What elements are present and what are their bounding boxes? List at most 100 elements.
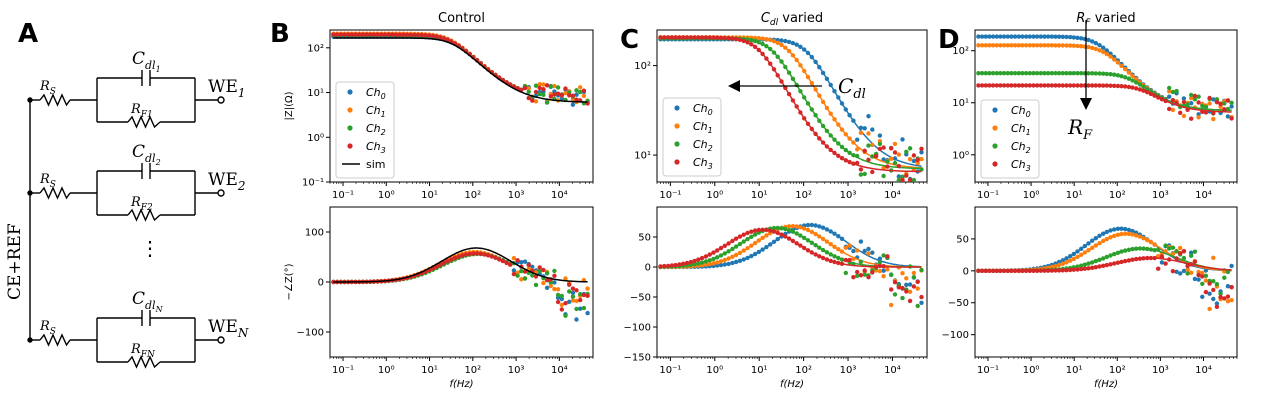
data-point-ch3 — [741, 232, 746, 237]
data-point-ch3 — [836, 260, 841, 266]
data-point-ch3 — [412, 32, 417, 37]
data-point-ch2 — [858, 172, 864, 177]
data-point-ch2 — [1108, 253, 1113, 258]
data-point-ch3 — [775, 230, 780, 236]
data-point-ch1 — [1130, 232, 1135, 237]
data-point-ch1 — [1071, 256, 1077, 262]
data-point-ch3 — [559, 92, 564, 98]
data-point-ch2 — [581, 305, 587, 311]
data-point-ch3 — [855, 269, 860, 275]
data-point-ch1 — [1115, 232, 1121, 237]
data-point-ch0 — [764, 244, 769, 250]
x-tick-label: 10⁴ — [884, 365, 901, 376]
data-point-ch2 — [548, 83, 553, 89]
data-point-ch0 — [544, 285, 550, 290]
charts: 10⁻¹ 10⁰ 10¹ 10² 10³ 10⁴ 10⁻¹ 10⁰ 10¹ 10² Control |… — [284, 11, 1238, 390]
data-point-ch2 — [570, 294, 576, 299]
data-point-ch0 — [1167, 94, 1172, 99]
data-point-ch3 — [530, 98, 535, 103]
data-point-ch2 — [737, 241, 743, 247]
y-tick-label: 10² — [952, 46, 969, 57]
data-point-ch3 — [730, 36, 735, 41]
data-point-ch1 — [839, 249, 845, 254]
data-point-ch1 — [1097, 241, 1102, 246]
data-point-ch3 — [911, 284, 917, 289]
data-point-ch3 — [1023, 83, 1029, 88]
data-point-ch0 — [1229, 104, 1234, 109]
legend-box — [335, 81, 395, 179]
data-point-ch3 — [1134, 86, 1139, 91]
data-point-ch1 — [802, 226, 807, 231]
data-point-ch0 — [877, 256, 883, 261]
data-point-ch3 — [1174, 256, 1179, 261]
data-point-ch0 — [741, 257, 746, 262]
data-point-ch1 — [563, 91, 568, 96]
data-point-ch3 — [364, 32, 369, 37]
data-point-ch3 — [1038, 83, 1044, 88]
data-point-ch3 — [1020, 268, 1025, 273]
x-axis-label: f(Hz) — [449, 379, 473, 390]
data-point-ch2 — [1079, 71, 1084, 76]
data-point-ch3 — [1042, 83, 1047, 88]
data-point-ch2 — [1229, 100, 1234, 106]
data-point-ch2 — [574, 306, 579, 312]
legend-marker-ch1 — [347, 107, 353, 113]
data-point-ch3 — [677, 262, 682, 267]
data-point-ch0 — [1104, 48, 1110, 53]
data-point-ch3 — [1148, 91, 1154, 97]
data-point-ch1 — [1123, 231, 1128, 236]
data-point-ch3 — [1016, 83, 1021, 88]
data-point-ch1 — [798, 225, 803, 230]
data-point-ch3 — [760, 51, 765, 57]
data-point-ch0 — [585, 310, 590, 316]
data-point-ch0 — [1060, 34, 1066, 39]
data-point-ch1 — [919, 156, 924, 162]
data-point-ch2 — [1082, 262, 1088, 267]
data-point-ch2 — [813, 113, 818, 118]
data-point-ch1 — [1119, 231, 1124, 237]
x-tick-label: 10⁴ — [551, 365, 568, 376]
data-point-ch2 — [809, 240, 814, 245]
rs-resistor — [39, 93, 71, 107]
data-point-ch1 — [798, 63, 803, 68]
data-point-ch3 — [467, 251, 472, 257]
data-point-ch1 — [1068, 258, 1073, 263]
y-tick-label: 100 — [305, 228, 324, 239]
legend-marker-ch0 — [674, 105, 680, 111]
data-point-ch1 — [1016, 43, 1021, 48]
data-point-ch0 — [530, 264, 535, 269]
we-terminal — [217, 189, 225, 197]
data-point-ch3 — [862, 148, 867, 153]
data-point-ch3 — [1075, 267, 1080, 272]
data-point-ch3 — [979, 83, 985, 88]
data-point-ch2 — [786, 228, 792, 233]
data-point-ch3 — [371, 32, 377, 37]
data-point-ch0 — [1012, 34, 1018, 39]
data-point-ch0 — [870, 250, 875, 255]
legend-label-ch2: Ch2 — [1011, 140, 1031, 155]
legend-label-ch1: Ch1 — [366, 104, 386, 119]
data-point-ch0 — [851, 248, 856, 254]
data-point-ch1 — [1145, 237, 1150, 243]
data-point-ch2 — [1134, 246, 1139, 251]
data-point-ch0 — [775, 236, 780, 242]
data-point-ch1 — [839, 127, 845, 132]
data-point-ch3 — [1156, 95, 1161, 100]
data-point-ch0 — [1079, 246, 1084, 251]
data-point-ch3 — [404, 32, 410, 37]
data-point-ch2 — [775, 54, 780, 59]
data-point-ch1 — [832, 244, 837, 249]
data-point-ch3 — [1005, 268, 1010, 273]
data-point-ch3 — [533, 274, 539, 279]
rf-resistor — [127, 355, 161, 369]
data-point-ch2 — [1185, 271, 1190, 276]
data-point-ch2 — [733, 244, 739, 249]
series-line-sim — [333, 37, 588, 103]
y-tick-label: 10² — [307, 43, 324, 54]
data-point-ch3 — [1086, 83, 1091, 88]
data-point-ch3 — [1192, 259, 1198, 264]
data-point-ch2 — [911, 177, 917, 182]
data-point-ch1 — [737, 250, 743, 256]
data-point-ch1 — [983, 43, 988, 48]
data-point-ch1 — [904, 276, 909, 281]
